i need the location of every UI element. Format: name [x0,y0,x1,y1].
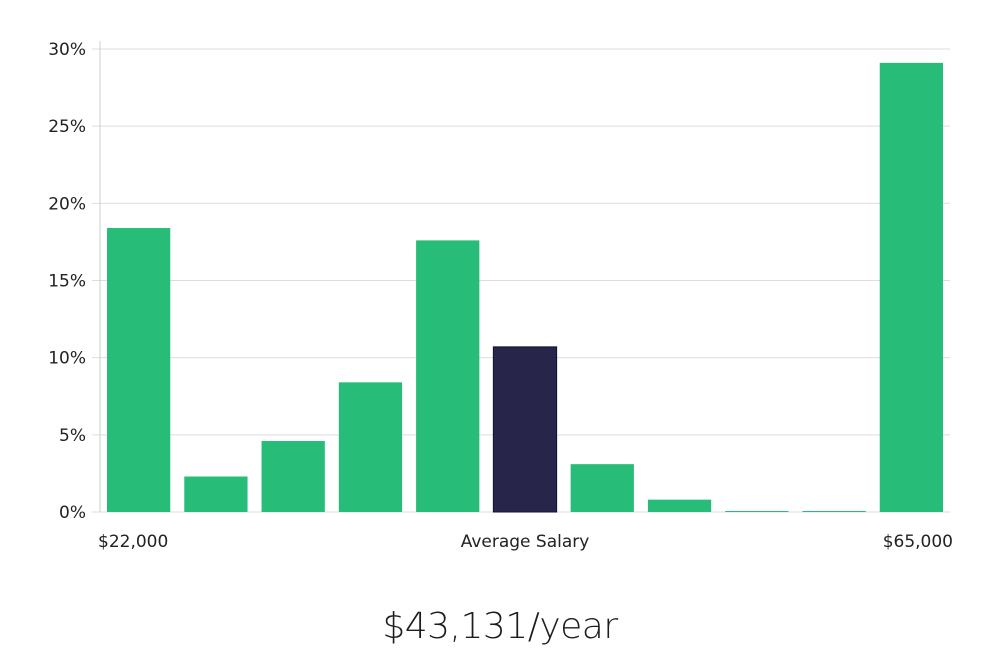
bars [107,62,943,513]
bar [570,464,634,512]
bar [184,476,248,512]
y-tick-label: 20% [48,194,86,214]
bar [107,228,171,512]
y-tick-label: 15% [48,272,86,292]
x-axis-title: Average Salary [461,532,590,552]
salary-histogram: 0% 5% 10% 15% 20% 25% 30% $22,000 Averag… [48,40,953,552]
average-salary-value: $43,131/year [382,606,618,647]
bar [261,441,325,512]
bar [416,240,480,512]
bar [879,62,943,512]
x-axis-start-label: $22,000 [98,532,168,552]
bar [725,511,789,512]
bar [802,511,866,512]
y-axis-ticks: 0% 5% 10% 15% 20% 25% 30% [48,40,86,523]
bar [338,382,403,512]
y-tick-label: 25% [48,117,86,137]
y-tick-label: 0% [59,503,86,523]
y-tick-label: 5% [59,426,86,446]
bar [647,499,712,512]
bar-average-highlight [492,346,558,513]
y-tick-label: 10% [48,349,86,369]
y-tick-label: 30% [48,40,86,60]
x-axis-end-label: $65,000 [883,532,953,552]
